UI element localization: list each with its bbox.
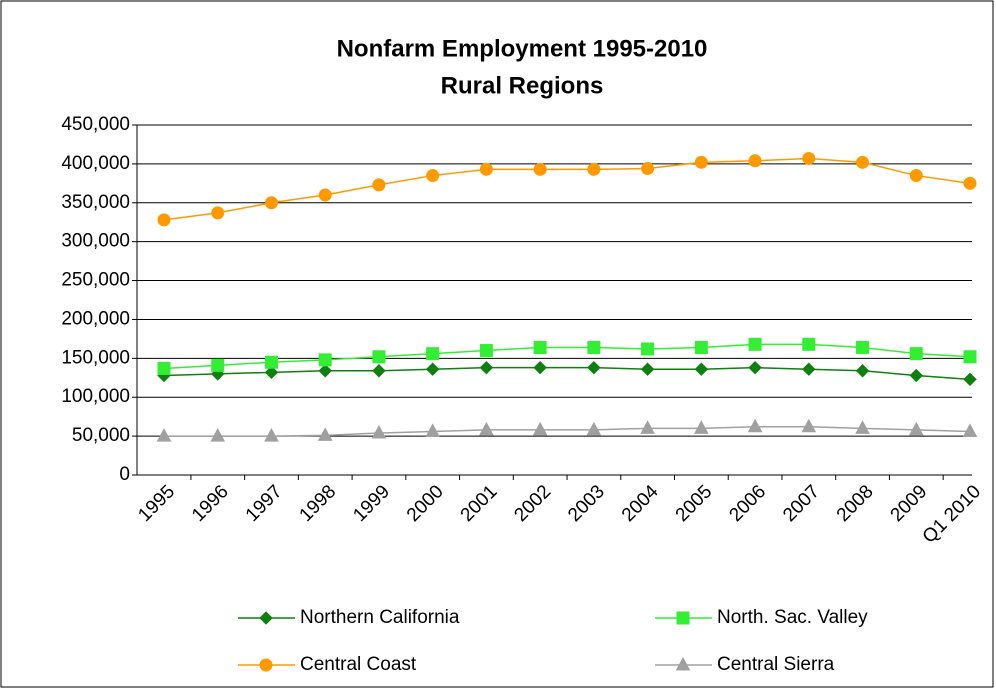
y-tick-label: 300,000 — [61, 231, 130, 252]
y-tick-label: 100,000 — [61, 386, 130, 407]
data-point — [908, 421, 924, 436]
data-point — [802, 151, 816, 165]
data-point — [641, 342, 655, 356]
data-point — [211, 206, 225, 220]
legend-marker — [676, 611, 690, 625]
data-point — [157, 361, 171, 375]
data-point — [641, 162, 655, 176]
data-point — [318, 364, 332, 378]
data-point — [909, 368, 923, 383]
data-point — [963, 350, 977, 364]
data-point — [855, 420, 870, 434]
data-point — [264, 428, 279, 442]
data-point — [694, 340, 708, 354]
data-point — [694, 362, 709, 376]
data-point — [856, 340, 870, 354]
legend-label: Central Coast — [300, 654, 417, 675]
data-point — [372, 178, 386, 192]
data-point — [210, 428, 226, 442]
series-line — [163, 157, 971, 221]
data-point — [748, 360, 762, 375]
data-point — [157, 213, 171, 227]
data-point — [963, 372, 977, 387]
chart-title: Nonfarm Employment 1995-2010 — [337, 35, 708, 62]
data-point — [587, 360, 601, 375]
y-tick-label: 200,000 — [61, 308, 130, 329]
data-point — [372, 350, 386, 364]
data-point — [962, 423, 978, 437]
data-point — [909, 347, 923, 361]
data-point — [693, 420, 709, 434]
y-tick-label: 450,000 — [61, 114, 130, 135]
data-point — [318, 353, 332, 367]
data-point — [855, 364, 870, 378]
data-point — [426, 347, 440, 361]
data-point — [264, 355, 278, 369]
legend-marker — [259, 611, 273, 625]
y-tick-label: 350,000 — [61, 192, 130, 213]
series-line — [163, 343, 971, 370]
series-line — [163, 366, 971, 381]
data-point — [479, 421, 494, 436]
data-point — [317, 427, 333, 441]
data-point — [156, 428, 172, 442]
data-point — [802, 337, 816, 351]
data-point — [264, 365, 279, 380]
data-point — [264, 196, 278, 210]
y-tick-label: 250,000 — [61, 270, 130, 291]
data-point — [748, 337, 762, 351]
data-point — [426, 169, 440, 183]
data-point — [640, 420, 655, 434]
data-point — [694, 155, 708, 169]
data-point — [211, 358, 225, 372]
legend-marker — [675, 656, 691, 671]
data-point — [372, 364, 386, 378]
chart-subtitle: Rural Regions — [441, 72, 604, 99]
data-point — [533, 360, 547, 375]
data-point — [533, 162, 547, 176]
y-tick-label: 400,000 — [61, 153, 130, 174]
data-point — [587, 340, 601, 354]
data-point — [747, 418, 763, 433]
data-point — [479, 360, 494, 375]
data-point — [587, 162, 601, 176]
data-point — [371, 424, 387, 439]
data-point — [801, 418, 817, 433]
data-point — [909, 169, 923, 183]
data-point — [479, 344, 493, 358]
data-point — [479, 162, 493, 176]
data-point — [963, 176, 977, 190]
legend-label: Central Sierra — [717, 654, 835, 675]
legend-label: Northern California — [300, 607, 460, 628]
y-tick-label: 0 — [119, 464, 130, 485]
data-point — [425, 362, 440, 376]
data-point — [856, 155, 870, 169]
legend-label: North. Sac. Valley — [717, 607, 868, 628]
series-line — [164, 426, 971, 437]
data-point — [586, 421, 602, 436]
legend-marker — [259, 658, 273, 672]
data-point — [318, 188, 332, 202]
data-point — [532, 421, 548, 436]
y-tick-label: 150,000 — [61, 347, 130, 368]
data-point — [748, 154, 762, 168]
y-tick-label: 50,000 — [72, 425, 130, 446]
data-point — [802, 362, 816, 376]
data-point — [533, 340, 547, 354]
data-point — [425, 423, 441, 437]
data-point — [640, 362, 655, 376]
